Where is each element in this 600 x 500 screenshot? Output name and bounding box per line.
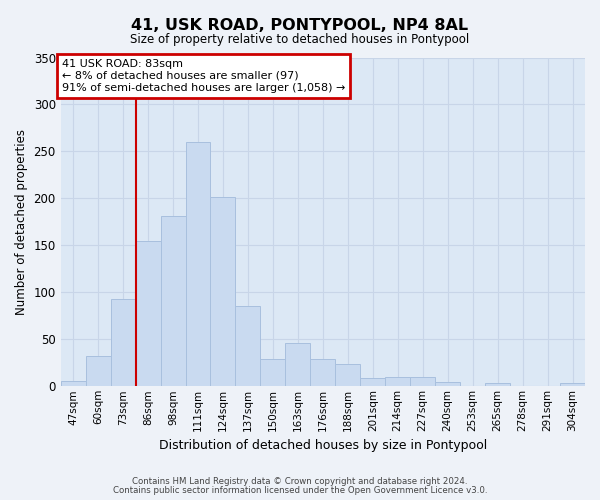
Bar (86, 356, 110, 386)
Bar (310, 359, 335, 386)
Bar (61, 380, 86, 386)
Text: Contains public sector information licensed under the Open Government Licence v3: Contains public sector information licen… (113, 486, 487, 495)
Bar (385, 377, 410, 386)
Bar (185, 142, 211, 386)
Bar (485, 382, 510, 386)
X-axis label: Distribution of detached houses by size in Pontypool: Distribution of detached houses by size … (159, 440, 487, 452)
Bar (435, 382, 460, 386)
Text: Contains HM Land Registry data © Crown copyright and database right 2024.: Contains HM Land Registry data © Crown c… (132, 477, 468, 486)
Bar (136, 240, 161, 386)
Bar (410, 377, 435, 386)
Bar (211, 196, 235, 386)
Bar (235, 306, 260, 386)
Bar (260, 359, 286, 386)
Bar (110, 299, 136, 386)
Bar (286, 343, 310, 386)
Bar (335, 364, 360, 386)
Bar (360, 378, 385, 386)
Bar (560, 384, 585, 386)
Text: 41 USK ROAD: 83sqm
← 8% of detached houses are smaller (97)
91% of semi-detached: 41 USK ROAD: 83sqm ← 8% of detached hous… (62, 60, 345, 92)
Y-axis label: Number of detached properties: Number of detached properties (15, 129, 28, 315)
Text: Size of property relative to detached houses in Pontypool: Size of property relative to detached ho… (130, 32, 470, 46)
Bar (161, 216, 185, 386)
Text: 41, USK ROAD, PONTYPOOL, NP4 8AL: 41, USK ROAD, PONTYPOOL, NP4 8AL (131, 18, 469, 32)
